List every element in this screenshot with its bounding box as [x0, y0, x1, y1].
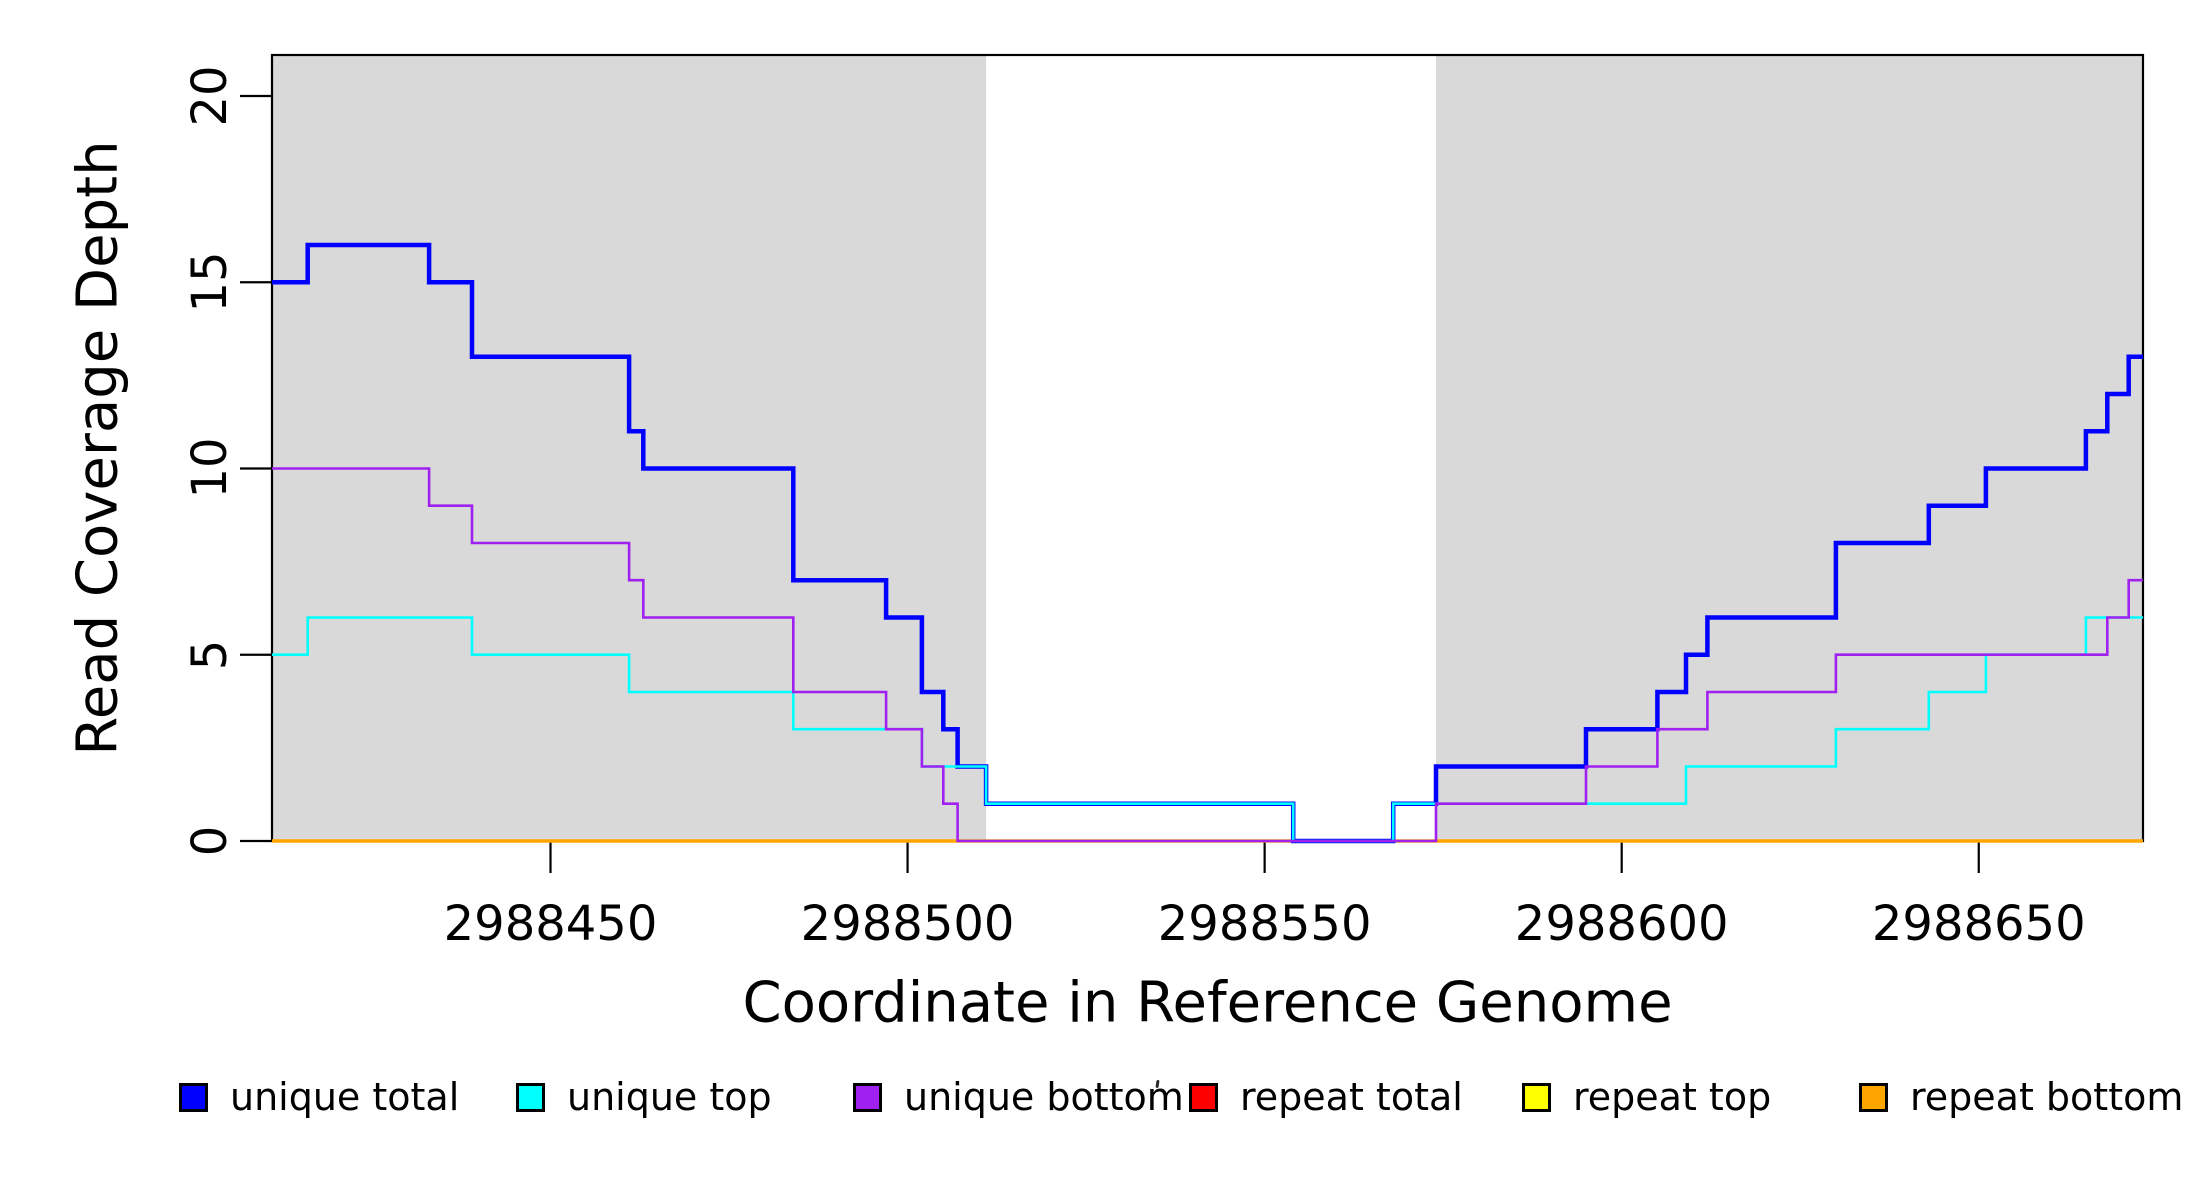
- x-tick-label: 2988550: [1157, 896, 1372, 952]
- x-axis-label: Coordinate in Reference Genome: [742, 970, 1673, 1036]
- x-tick-label: 2988450: [443, 896, 658, 952]
- x-tick-label: 2988600: [1514, 896, 1729, 952]
- y-axis-label: Read Coverage Depth: [65, 140, 131, 756]
- y-tick-label: 20: [182, 65, 238, 127]
- x-tick-label: 2988650: [1871, 896, 2086, 952]
- shaded-region: [272, 55, 987, 841]
- x-tick-label: 2988500: [800, 896, 1015, 952]
- y-tick-label: 10: [182, 437, 238, 500]
- shaded-region: [1436, 55, 2143, 841]
- series-unique-bottom: [272, 467, 2143, 843]
- y-tick-label: 5: [182, 639, 238, 671]
- y-tick-label: 15: [182, 251, 238, 313]
- y-tick-label: 0: [182, 825, 238, 857]
- series-unique-top: [272, 616, 2143, 843]
